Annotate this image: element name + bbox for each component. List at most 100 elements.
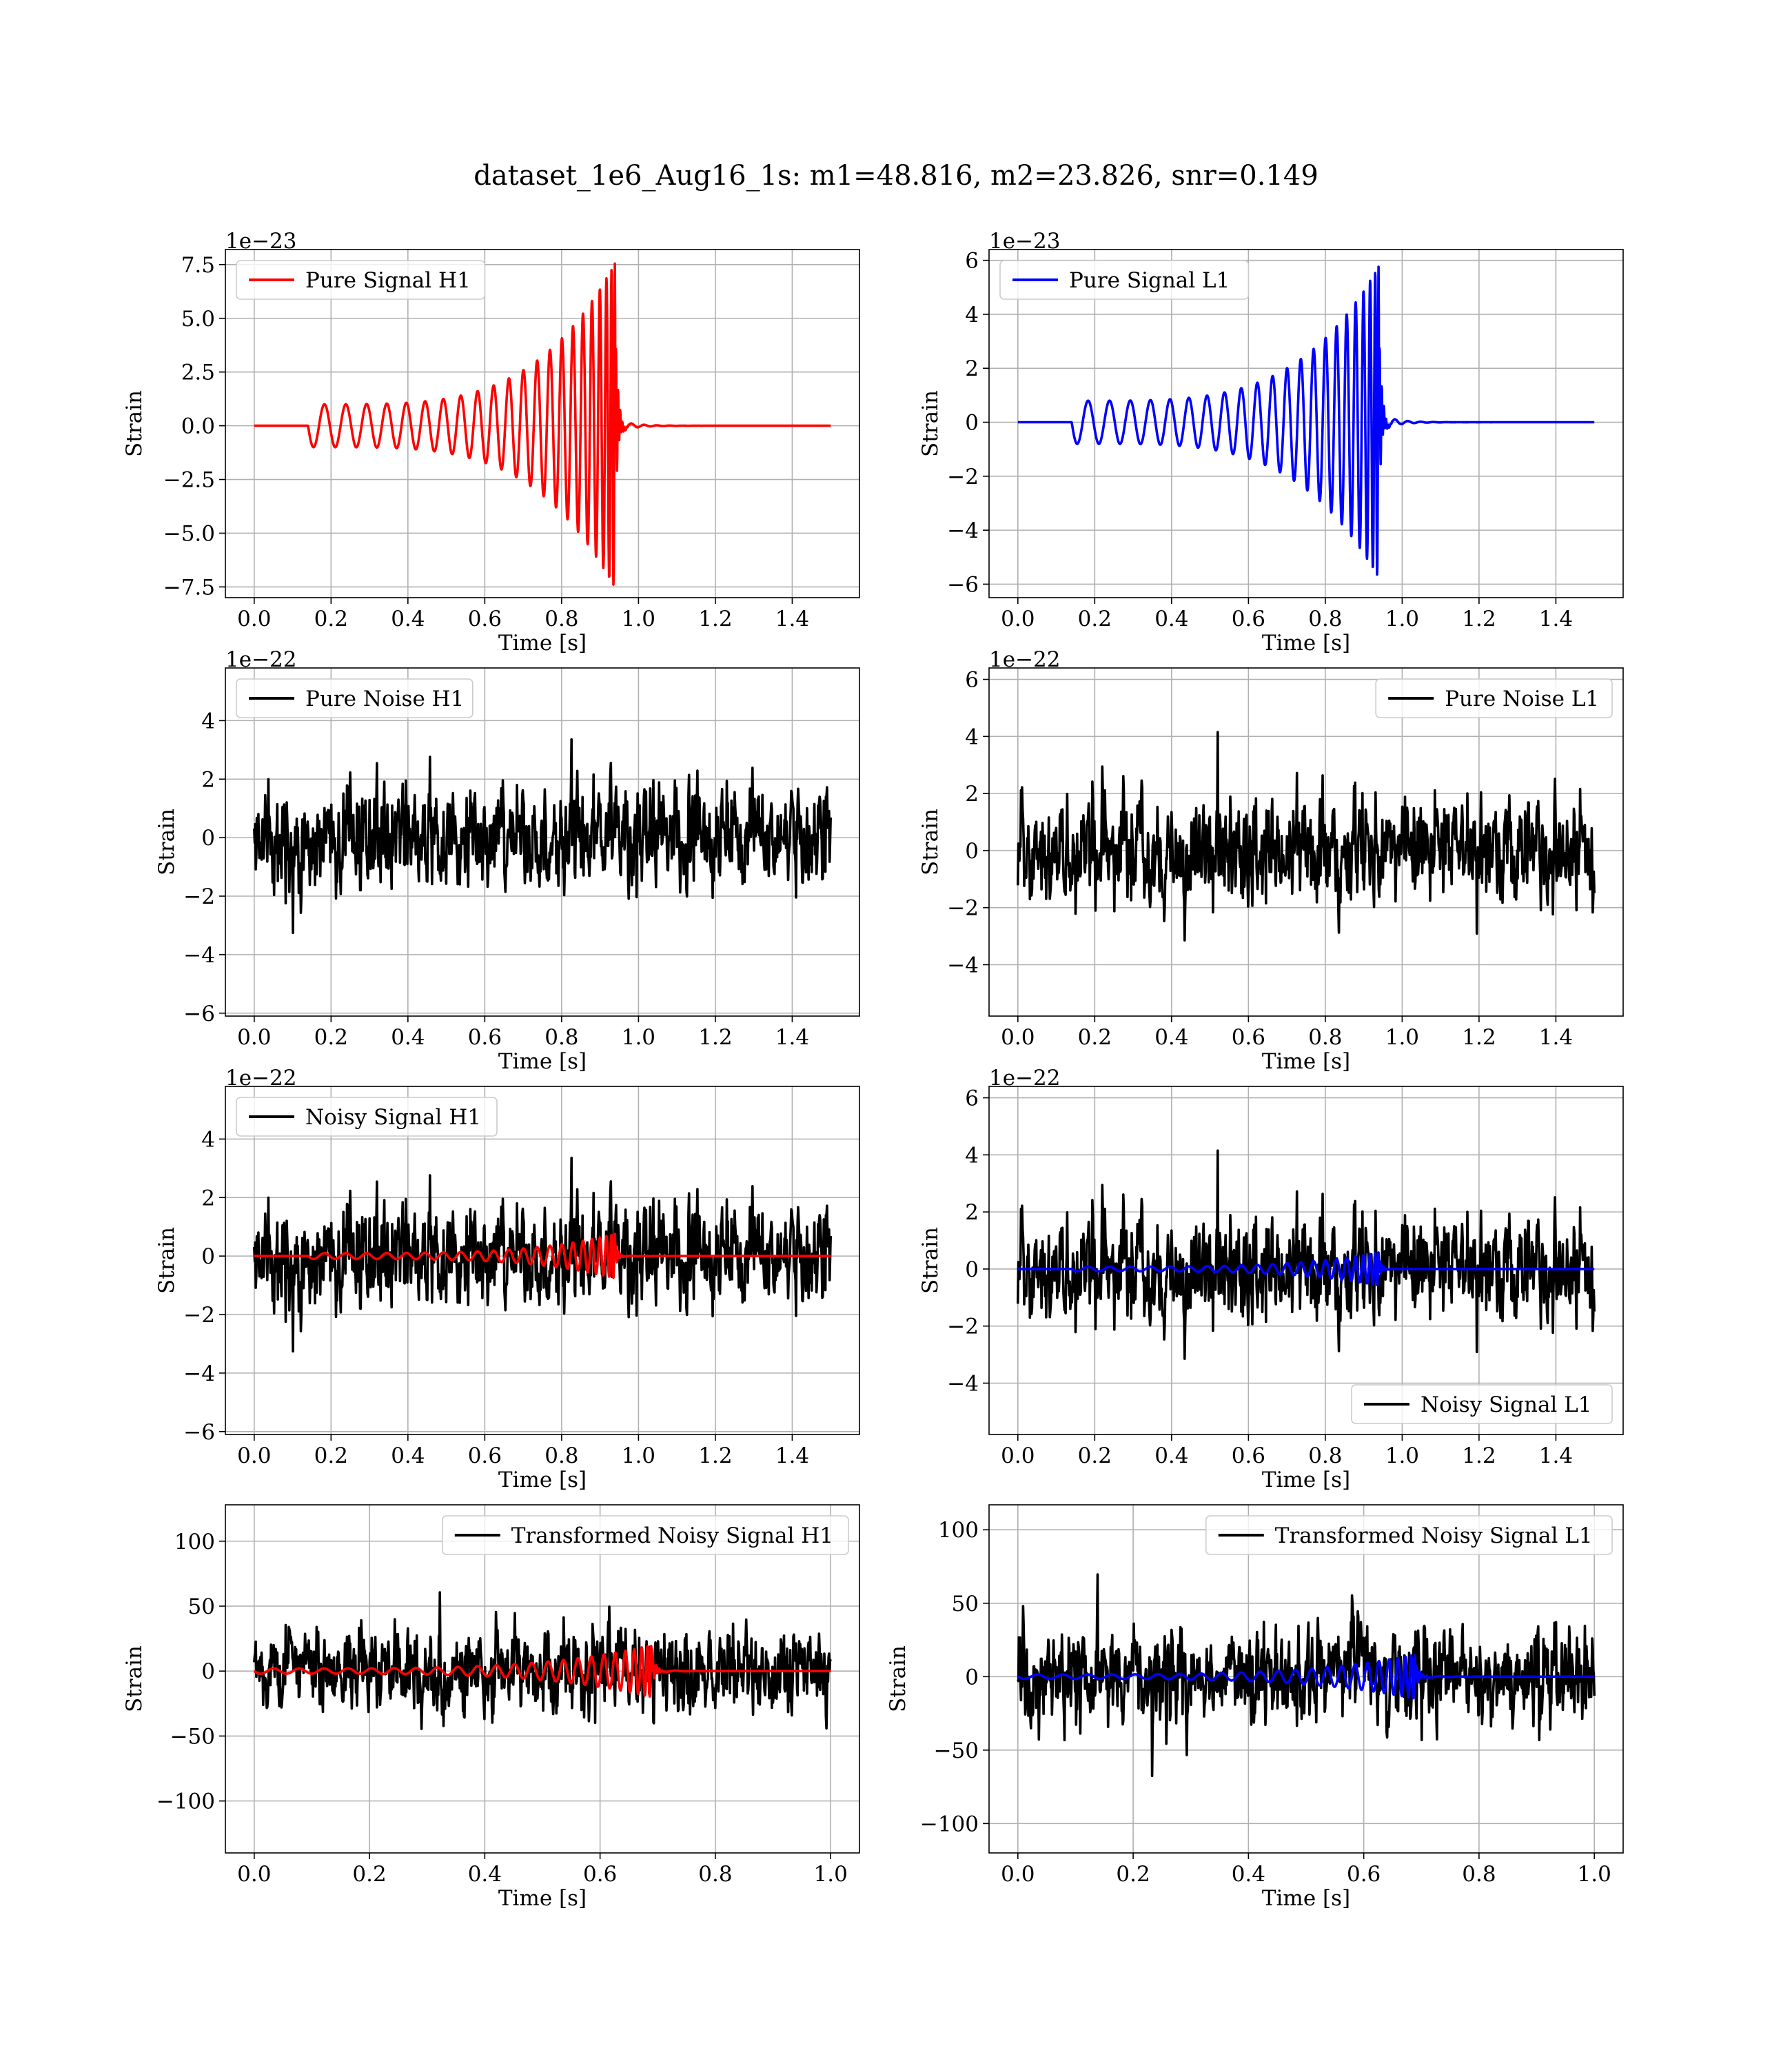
x-tick-label: 0.6 (1232, 1443, 1265, 1468)
subplot-noisy-signal-h1: 0.0 0.2 0.4 0.6 0.8 1.0 1.2 1.4 −6 −4 −2 0 2 4 1e−22 Ti… (154, 1066, 860, 1492)
legend-frame (1375, 678, 1613, 718)
legend-frame (441, 1515, 849, 1555)
x-tick-label: 1.0 (1385, 607, 1419, 631)
tick-group: 0.0 0.2 0.4 0.6 0.8 1.0 1.2 1.4 −6 −4 −2 0 2 4 6 (947, 249, 1573, 631)
x-tick-label: 0.6 (468, 1443, 502, 1468)
y-axis-label: Strain (154, 809, 179, 875)
y-tick-label: −2 (183, 1303, 215, 1328)
subplot-pure-noise-h1: 0.0 0.2 0.4 0.6 0.8 1.0 1.2 1.4 −6 −4 −2 0 2 4 1e−22 Ti… (154, 647, 860, 1074)
series-line-overlay-1 (253, 1233, 832, 1279)
x-tick-label: 0.2 (314, 607, 348, 631)
series-line-pure-noise-l1 (1017, 731, 1596, 942)
x-tick-label: 1.2 (1462, 1443, 1496, 1468)
x-tick-label: 1.2 (698, 1025, 732, 1050)
x-tick-label: 0.4 (391, 607, 425, 631)
y-axis-label: Strain (918, 809, 943, 875)
tick-group: 0.0 0.2 0.4 0.6 0.8 1.0 1.2 1.4 −4 −2 0 2 4 6 (947, 1086, 1573, 1468)
y-tick-label: 2 (965, 782, 979, 807)
y-tick-label: 2 (201, 1186, 215, 1210)
y-tick-label: −4 (947, 1371, 979, 1396)
y-tick-label: −4 (947, 518, 979, 543)
y-tick-label: 100 (174, 1530, 215, 1554)
y-tick-label: −6 (183, 1420, 215, 1445)
x-tick-label: 0.0 (237, 1025, 271, 1050)
series-group (1017, 731, 1596, 942)
series-line-overlay-1 (1017, 1251, 1596, 1287)
series-group (1017, 1149, 1596, 1360)
x-tick-label: 0.8 (1308, 1443, 1342, 1468)
y-tick-label: 4 (201, 709, 215, 733)
y-offset-label: 1e−22 (225, 1066, 297, 1091)
x-tick-label: 0.2 (1078, 1025, 1112, 1050)
x-tick-label: 0.0 (1001, 1443, 1035, 1468)
x-tick-label: 0.0 (237, 607, 271, 631)
x-axis-label: Time [s] (1262, 631, 1350, 656)
legend-label: Pure Noise L1 (1445, 687, 1599, 711)
y-axis-label: Strain (918, 1227, 943, 1294)
grid-lines (989, 668, 1623, 1016)
x-tick-label: 0.6 (468, 607, 502, 631)
y-tick-label: 4 (965, 1143, 979, 1168)
subplot-pure-noise-l1: 0.0 0.2 0.4 0.6 0.8 1.0 1.2 1.4 −4 −2 0 2 4 6 1e−22 Tim… (918, 647, 1624, 1074)
y-tick-label: −5.0 (163, 521, 215, 546)
x-tick-label: 1.0 (1385, 1025, 1419, 1050)
subplot-pure-signal-l1: 0.0 0.2 0.4 0.6 0.8 1.0 1.2 1.4 −6 −4 −2 0 2 4 6 1e−23 T… (918, 229, 1624, 656)
legend: Transformed Noisy Signal L1 (1205, 1515, 1613, 1555)
subplot-transformed-noisy-signal-l1: 0.0 0.2 0.4 0.6 0.8 1.0 −100 −50 0 50 100 Time [s] S… (886, 1504, 1624, 1911)
y-tick-label: −2 (947, 1315, 979, 1339)
y-tick-label: 2 (201, 767, 215, 792)
x-tick-label: 1.4 (775, 1443, 809, 1468)
legend-label: Transformed Noisy Signal L1 (1275, 1523, 1593, 1548)
y-tick-label: −100 (920, 1812, 979, 1836)
series-group (253, 1156, 832, 1353)
y-axis-label: Strain (886, 1645, 910, 1712)
series-line-pure-signal-h1 (253, 262, 832, 586)
series-group (1017, 265, 1596, 576)
x-tick-label: 0.8 (544, 1443, 578, 1468)
x-axis-label: Time [s] (498, 631, 587, 656)
x-tick-label: 0.0 (1001, 607, 1035, 631)
y-tick-label: 0 (965, 839, 979, 864)
axes-frame (225, 1504, 860, 1854)
legend-frame (1351, 1384, 1613, 1424)
x-tick-label: 1.0 (1385, 1443, 1419, 1468)
y-tick-label: −7.5 (163, 575, 215, 600)
x-tick-label: 0.4 (1154, 1443, 1188, 1468)
y-axis-label: Strain (122, 390, 147, 457)
legend: Pure Noise L1 (1375, 678, 1613, 718)
x-tick-label: 1.0 (622, 1025, 655, 1050)
x-tick-label: 1.2 (698, 607, 732, 631)
x-tick-label: 1.4 (775, 1025, 809, 1050)
x-tick-label: 1.0 (622, 607, 655, 631)
y-tick-label: 6 (965, 1086, 979, 1111)
y-tick-label: 4 (201, 1127, 215, 1152)
tick-group: 0.0 0.2 0.4 0.6 0.8 1.0 1.2 1.4 −6 −4 −2 0 2 4 (183, 709, 809, 1050)
y-tick-label: 4 (965, 724, 979, 749)
x-tick-label: 1.4 (1539, 1025, 1573, 1050)
x-axis-label: Time [s] (498, 1468, 587, 1492)
y-tick-label: 2 (965, 356, 979, 381)
series-group (253, 262, 832, 586)
x-axis-label: Time [s] (1262, 1886, 1350, 1911)
subplot-noisy-signal-l1: 0.0 0.2 0.4 0.6 0.8 1.0 1.2 1.4 −4 −2 0 2 4 6 1e−22 Tim… (918, 1066, 1624, 1492)
x-tick-label: 0.6 (583, 1862, 617, 1887)
y-tick-label: −2 (183, 884, 215, 909)
x-tick-label: 0.8 (1308, 607, 1342, 631)
subplot-transformed-noisy-signal-h1: 0.0 0.2 0.4 0.6 0.8 1.0 −100 −50 0 50 100 Time [s] S… (122, 1504, 860, 1911)
legend-frame (236, 260, 486, 300)
legend-frame (236, 678, 474, 718)
x-tick-label: 0.8 (544, 607, 578, 631)
series-group (253, 1591, 832, 1730)
y-offset-label: 1e−22 (989, 647, 1061, 672)
x-tick-label: 1.4 (1539, 1443, 1573, 1468)
x-tick-label: 1.2 (1462, 607, 1496, 631)
x-tick-label: 0.4 (391, 1025, 425, 1050)
series-group (253, 738, 832, 935)
x-tick-label: 0.4 (1154, 607, 1188, 631)
y-axis-label: Strain (918, 390, 943, 457)
axes-frame (988, 249, 1624, 598)
x-tick-label: 0.2 (1116, 1862, 1150, 1887)
series-line-transformed-noisy-signal-h1 (253, 1591, 832, 1730)
x-tick-label: 0.4 (391, 1443, 425, 1468)
